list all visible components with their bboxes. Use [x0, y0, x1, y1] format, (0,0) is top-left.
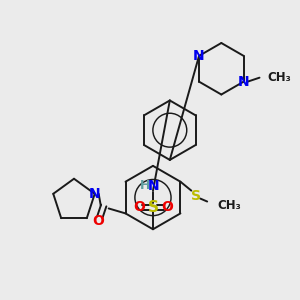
Text: CH₃: CH₃	[217, 199, 241, 212]
Text: N: N	[193, 49, 205, 63]
Text: N: N	[238, 75, 250, 88]
Text: S: S	[191, 189, 201, 202]
Text: CH₃: CH₃	[267, 71, 291, 84]
Text: N: N	[148, 179, 160, 193]
Text: O: O	[92, 214, 104, 228]
Text: O: O	[133, 200, 145, 214]
Text: O: O	[161, 200, 173, 214]
Text: S: S	[148, 200, 158, 215]
Text: N: N	[89, 187, 100, 201]
Text: H: H	[140, 179, 150, 192]
